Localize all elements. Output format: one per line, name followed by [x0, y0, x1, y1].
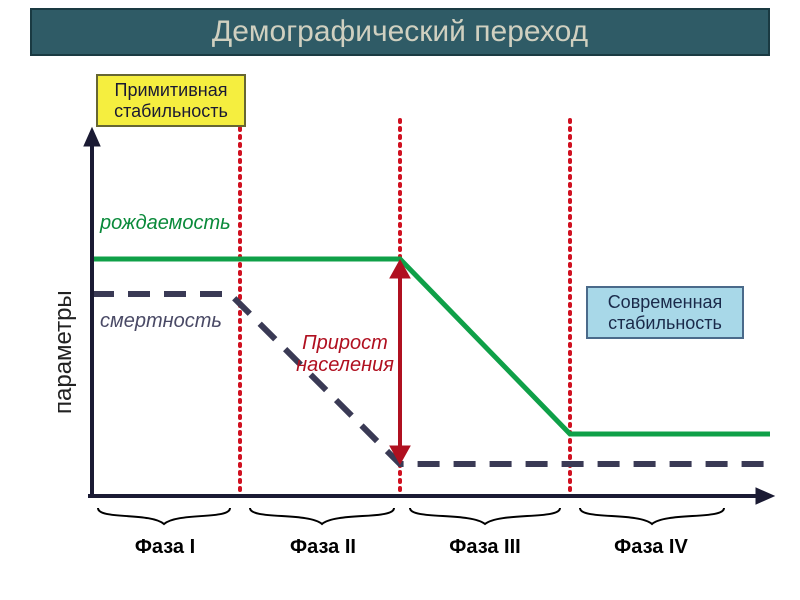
title-bar: Демографический переход [30, 8, 770, 56]
death-rate-label: смертность [100, 310, 222, 333]
phase-2-label: Фаза II [268, 536, 378, 559]
modern-stability-text: Современная стабильность [608, 292, 723, 333]
birth-rate-label: рождаемость [100, 212, 240, 235]
y-axis-label: параметры [50, 290, 78, 414]
y-axis [84, 128, 100, 496]
x-axis [88, 488, 774, 504]
primitive-stability-text: Примитивная стабильность [114, 80, 228, 121]
phase-3-label: Фаза III [430, 536, 540, 559]
phase-dividers [240, 120, 570, 496]
title-text: Демографический переход [212, 15, 588, 49]
phase-braces [98, 508, 724, 524]
chart-area: Примитивная стабильность Современная ста… [0, 64, 800, 590]
modern-stability-box: Современная стабильность [586, 286, 744, 339]
growth-label: Прирост населения [290, 332, 400, 376]
primitive-stability-box: Примитивная стабильность [96, 74, 246, 127]
phase-4-label: Фаза IV [596, 536, 706, 559]
phase-1-label: Фаза I [110, 536, 220, 559]
